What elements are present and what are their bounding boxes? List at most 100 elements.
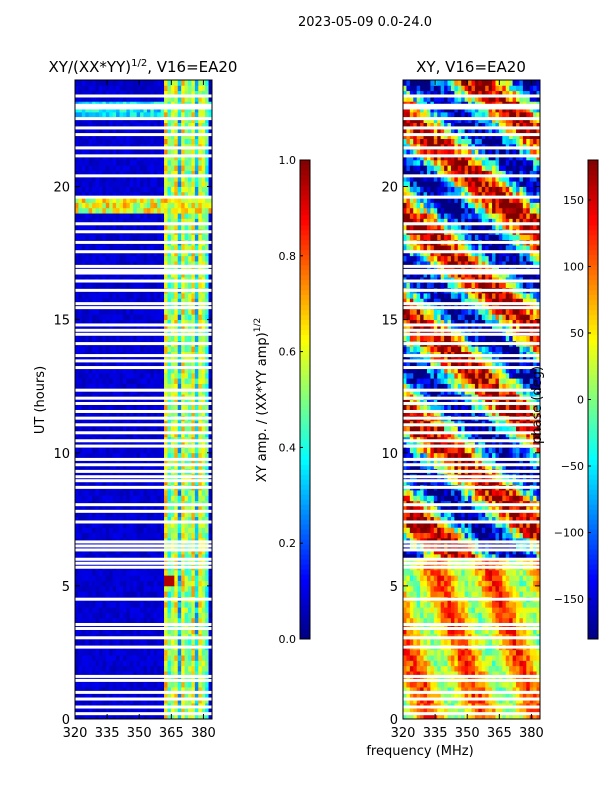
amplitude-cell: [157, 245, 162, 251]
amplitude-cell: [167, 575, 172, 581]
amplitude-cell: [126, 122, 131, 129]
amplitude-cell: [194, 607, 199, 613]
amplitude-cell: [160, 585, 165, 592]
amplitude-cell: [160, 85, 165, 92]
amplitude-cell: [109, 447, 114, 454]
amplitude-cell: [95, 511, 100, 518]
amplitude-cell: [174, 207, 179, 214]
amplitude-cell: [153, 293, 158, 299]
amplitude-cell: [109, 521, 114, 528]
amplitude-cell: [98, 649, 103, 656]
amplitude-cell: [126, 111, 131, 118]
amplitude-cell: [191, 308, 196, 315]
amplitude-cell: [153, 665, 158, 672]
amplitude-cell: [167, 490, 172, 496]
amplitude-cell: [109, 655, 114, 661]
amplitude-cell: [160, 367, 165, 374]
amplitude-cell: [140, 575, 144, 581]
amplitude-cell: [198, 601, 203, 608]
amplitude-cell: [153, 154, 158, 161]
amplitude-cell: [146, 516, 151, 523]
flagged-row: [75, 544, 212, 548]
amplitude-cell: [153, 85, 158, 92]
amplitude-cell: [81, 575, 86, 581]
amplitude-cell: [188, 159, 192, 166]
amplitude-cell: [184, 372, 189, 379]
amplitude-cell: [157, 431, 162, 438]
amplitude-cell: [167, 511, 172, 518]
amplitude-cell: [95, 585, 100, 592]
amplitude-cell: [188, 447, 192, 454]
amplitude-cell: [208, 388, 213, 395]
amplitude-cell: [102, 293, 107, 299]
amplitude-cell: [95, 495, 100, 502]
amplitude-cell: [143, 90, 148, 97]
amplitude-cell: [174, 516, 179, 523]
amplitude-cell: [150, 617, 155, 624]
amplitude-cell: [167, 127, 172, 134]
amplitude-cell: [146, 569, 151, 576]
amplitude-cell: [129, 181, 134, 187]
amplitude-cell: [157, 458, 162, 464]
amplitude-cell: [88, 569, 93, 576]
amplitude-cell: [188, 308, 192, 315]
amplitude-cell: [102, 106, 107, 113]
amplitude-cell: [150, 191, 155, 198]
amplitude-cell: [160, 655, 165, 661]
amplitude-cell: [177, 80, 182, 86]
amplitude-cell: [122, 708, 127, 715]
amplitude-cell: [167, 95, 172, 102]
amplitude-cell: [143, 367, 148, 374]
amplitude-cell: [184, 655, 189, 661]
amplitude-cell: [157, 197, 162, 203]
amplitude-cell: [157, 255, 162, 262]
amplitude-cell: [92, 612, 96, 619]
amplitude-cell: [92, 362, 96, 368]
amplitude-cell: [119, 671, 124, 677]
amplitude-cell: [167, 591, 172, 597]
amplitude-cell: [194, 458, 199, 464]
amplitude-cell: [98, 282, 103, 289]
amplitude-cell: [105, 607, 110, 613]
amplitude-cell: [92, 516, 96, 523]
amplitude-cell: [126, 687, 131, 693]
amplitude-cell: [136, 623, 141, 629]
amplitude-cell: [140, 122, 144, 129]
amplitude-cell: [181, 639, 185, 645]
amplitude-cell: [126, 431, 131, 438]
amplitude-cell: [116, 697, 120, 704]
amplitude-cell: [153, 410, 158, 416]
amplitude-cell: [105, 80, 110, 86]
amplitude-cell: [191, 197, 196, 203]
amplitude-cell: [143, 708, 148, 715]
amplitude-cell: [177, 548, 182, 555]
amplitude-cell: [201, 245, 206, 251]
amplitude-cell: [170, 213, 175, 219]
amplitude-cell: [188, 628, 192, 635]
amplitude-cell: [177, 298, 182, 305]
amplitude-cell: [198, 319, 203, 326]
amplitude-cell: [116, 149, 120, 155]
amplitude-cell: [184, 346, 189, 352]
amplitude-cell: [181, 138, 185, 145]
amplitude-cell: [157, 601, 162, 608]
amplitude-cell: [198, 617, 203, 624]
amplitude-cell: [143, 585, 148, 592]
amplitude-cell: [208, 617, 213, 624]
amplitude-cell: [75, 569, 79, 576]
amplitude-cell: [150, 495, 155, 502]
amplitude-cell: [174, 426, 179, 432]
amplitude-cell: [146, 298, 151, 305]
amplitude-cell: [119, 431, 124, 438]
amplitude-cell: [177, 181, 182, 187]
amplitude-cell: [146, 527, 151, 534]
amplitude-cell: [136, 585, 141, 592]
amplitude-cell: [167, 527, 172, 534]
amplitude-cell: [181, 175, 185, 182]
amplitude-cell: [92, 122, 96, 129]
amplitude-cell: [208, 458, 213, 464]
amplitude-cell: [188, 607, 192, 613]
amplitude-cell: [181, 591, 185, 597]
amplitude-cell: [85, 223, 90, 230]
amplitude-cell: [92, 452, 96, 459]
